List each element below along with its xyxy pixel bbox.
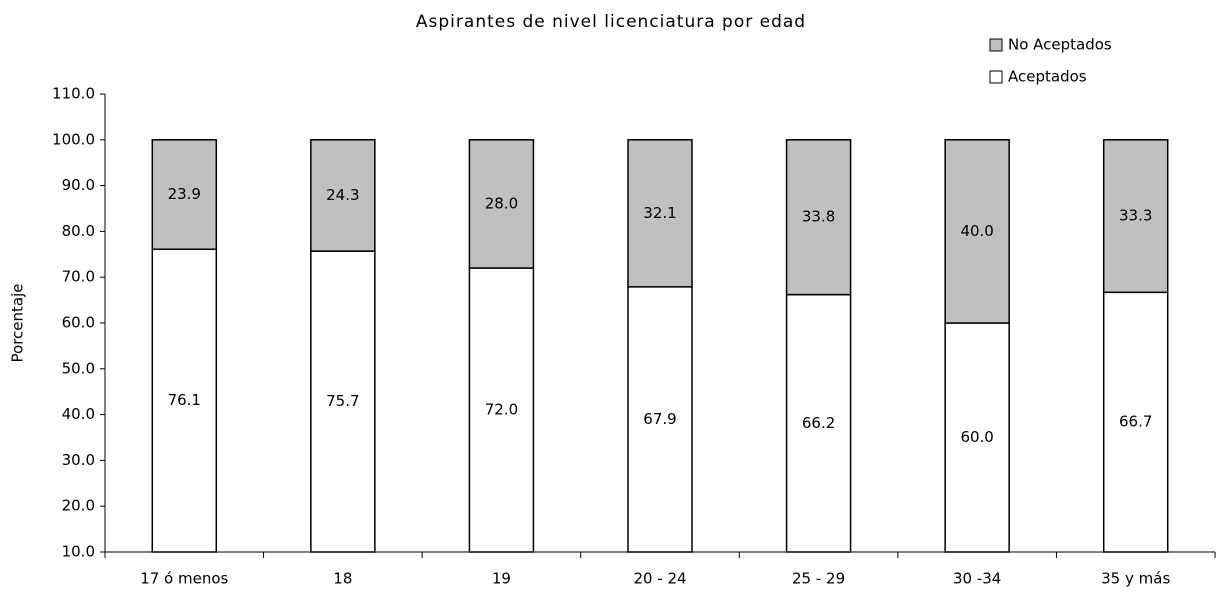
y-tick-label: 90.0 [62,176,95,194]
x-tick-label: 30 -34 [953,570,1001,588]
y-tick-label: 40.0 [62,405,95,423]
y-tick-label: 50.0 [62,359,95,377]
y-tick-label: 70.0 [62,268,95,286]
data-label: 40.0 [960,222,993,240]
data-label: 33.3 [1119,207,1152,225]
y-tick-label: 110.0 [52,85,95,103]
y-tick-label: 100.0 [52,130,95,148]
bar-segment [627,286,693,553]
data-label: 67.9 [643,410,676,428]
bar-segment [151,139,218,251]
data-label: 76.1 [168,391,201,409]
y-axis-label: Porcentaje [9,284,27,363]
bar-segment [468,139,535,269]
y-tick-label: 80.0 [62,222,95,240]
legend-label: Aceptados [1008,68,1087,86]
bar-segment [627,139,693,288]
bar-segment [785,293,852,553]
legend-swatch [989,38,1003,52]
bar-segment [151,248,218,553]
data-label: 23.9 [168,185,201,203]
x-tick-label: 25 - 29 [792,570,845,588]
chart-title: Aspirantes de nivel licenciatura por eda… [416,12,806,32]
data-label: 24.3 [326,186,359,204]
bar-segment [944,139,1010,324]
data-label: 28.0 [485,194,518,212]
x-tick-label: 17 ó menos [140,570,228,588]
legend-swatch [989,70,1003,84]
bar-segment [468,267,535,553]
data-label: 60.0 [960,428,993,446]
x-tick-label: 35 y más [1101,570,1170,588]
y-tick-label: 30.0 [62,451,95,469]
legend-label: No Aceptados [1008,36,1112,54]
x-tick-label: 20 - 24 [633,570,686,588]
bar-segment [785,139,852,296]
x-tick-label: 19 [492,570,511,588]
data-label: 66.2 [802,414,835,432]
y-tick-label: 60.0 [62,314,95,332]
bar-segment [1102,139,1169,294]
bar-segment [310,139,376,252]
y-tick-label: 10.0 [62,543,95,561]
data-label: 33.8 [802,208,835,226]
data-label: 66.7 [1119,413,1152,431]
x-tick-label: 18 [333,570,352,588]
data-label: 72.0 [485,401,518,419]
data-label: 32.1 [643,204,676,222]
y-tick-label: 20.0 [62,497,95,515]
data-label: 75.7 [326,392,359,410]
